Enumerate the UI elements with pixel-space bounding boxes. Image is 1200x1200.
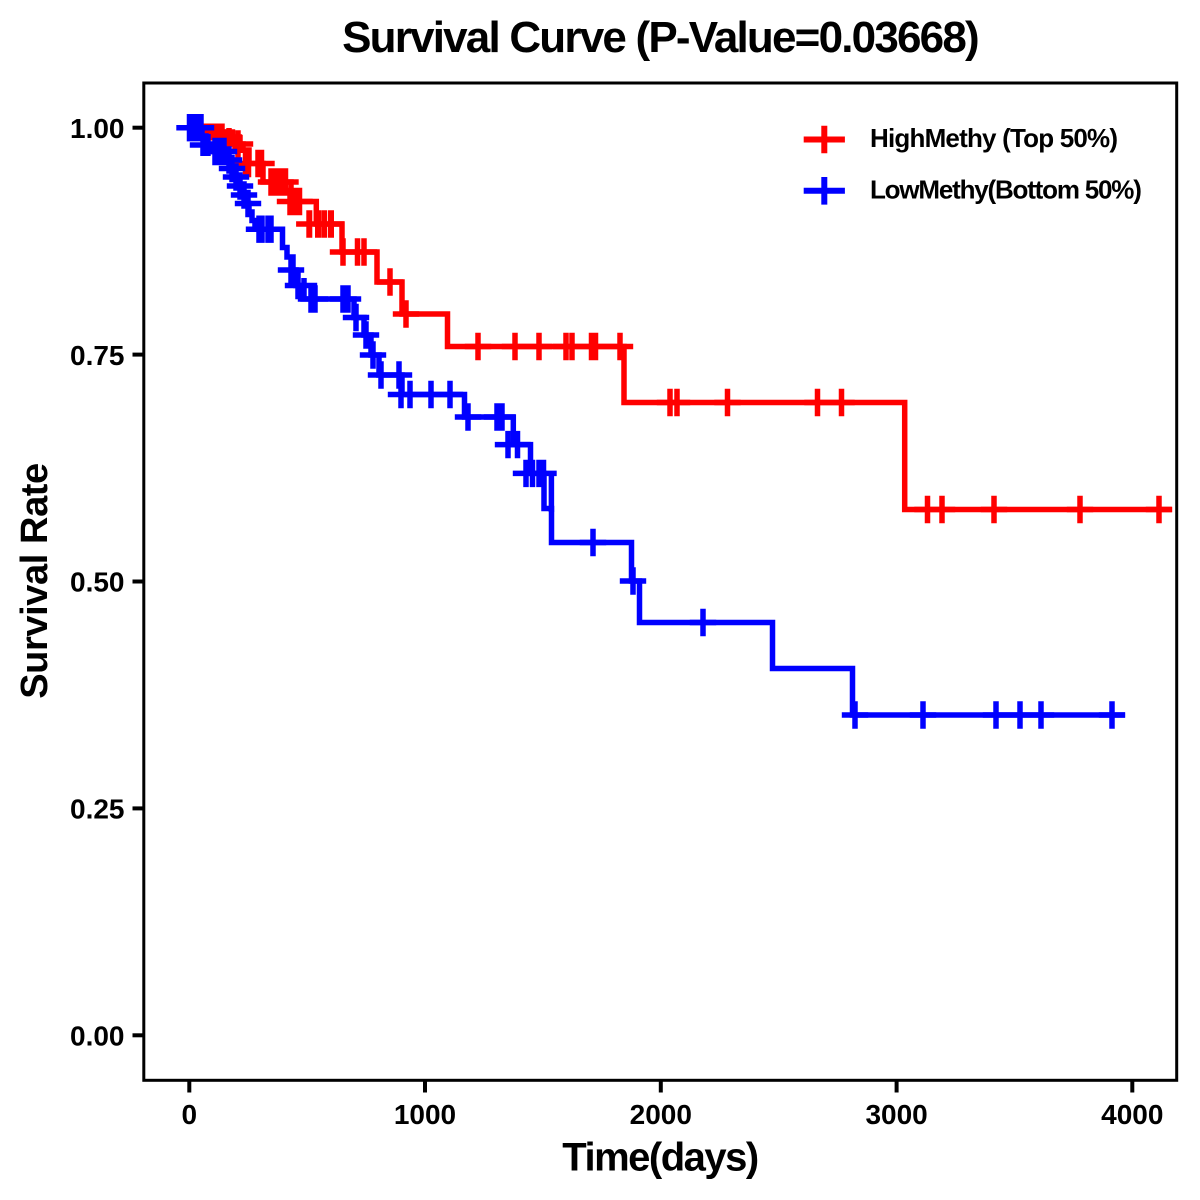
svg-text:LowMethy(Bottom 50%): LowMethy(Bottom 50%) [870,174,1141,204]
svg-text:Time(days): Time(days) [562,1136,758,1180]
svg-text:1000: 1000 [394,1099,456,1130]
svg-text:0.25: 0.25 [70,794,125,825]
svg-text:HighMethy (Top 50%): HighMethy (Top 50%) [870,123,1117,153]
svg-text:Survival Rate: Survival Rate [14,463,56,699]
svg-text:0.50: 0.50 [70,567,125,598]
svg-text:2000: 2000 [630,1099,692,1130]
svg-text:Survival Curve (P-Value=0.0366: Survival Curve (P-Value=0.03668) [342,13,978,62]
svg-text:1.00: 1.00 [70,113,125,144]
svg-text:0: 0 [182,1099,198,1130]
svg-text:0.00: 0.00 [70,1021,125,1052]
svg-text:0.75: 0.75 [70,340,125,371]
svg-text:4000: 4000 [1101,1099,1163,1130]
svg-text:3000: 3000 [865,1099,927,1130]
